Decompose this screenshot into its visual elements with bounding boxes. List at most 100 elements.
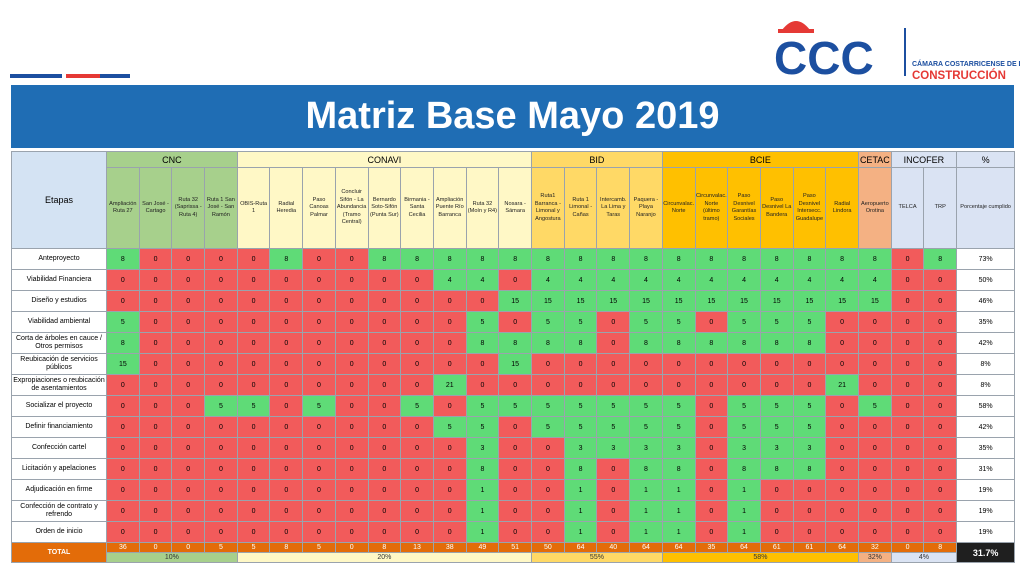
matrix-cell: 8	[367, 248, 402, 270]
matrix-cell: 5	[465, 395, 500, 417]
matrix-cell: 0	[792, 479, 827, 501]
stage-label: Corta de árboles en cauce / Otros permis…	[11, 332, 107, 354]
table-row: Anteproyecto 8 0 0 0 0 8 0 0 8 8 8 8 8 8 8 8 8 8 8 8 8 8 8 8 0 8 73…	[11, 248, 1016, 270]
matrix-cell: 0	[596, 311, 631, 333]
matrix-cell: 0	[890, 500, 925, 522]
matrix-cell: 5	[629, 416, 663, 438]
matrix-cell: 8	[269, 248, 304, 270]
row-percent: 19%	[956, 521, 1016, 543]
matrix-cell: 4	[563, 269, 598, 291]
matrix-cell: 0	[923, 458, 958, 480]
matrix-cell: 5	[792, 311, 827, 333]
matrix-cell: 0	[858, 458, 892, 480]
matrix-cell: 5	[759, 416, 794, 438]
total-cell: 8	[269, 542, 304, 553]
matrix-cell: 0	[302, 269, 336, 291]
matrix-cell: 8	[563, 332, 598, 354]
matrix-cell: 5	[661, 311, 696, 333]
total-cell: 64	[727, 542, 761, 553]
stage-label: Reubicación de servicios públicos	[11, 353, 107, 375]
matrix-cell: 0	[302, 248, 336, 270]
stage-label: Adjudicación en firme	[11, 479, 107, 501]
matrix-cell: 0	[334, 458, 369, 480]
stage-label: Diseño y estudios	[11, 290, 107, 312]
matrix-cell: 0	[694, 395, 729, 417]
matrix-cell: 5	[531, 395, 565, 417]
matrix-cell: 0	[269, 416, 304, 438]
matrix-cell: 8	[465, 458, 500, 480]
matrix-cell: 1	[727, 479, 761, 501]
matrix-cell: 8	[792, 248, 827, 270]
matrix-cell: 0	[596, 458, 631, 480]
matrix-cell: 8	[792, 332, 827, 354]
matrix-cell: 0	[923, 479, 958, 501]
matrix-cell: 0	[432, 458, 467, 480]
matrix-cell: 0	[890, 332, 925, 354]
group-header-bid: BID	[531, 151, 663, 168]
matrix-cell: 21	[825, 374, 860, 396]
matrix-cell: 8	[661, 332, 696, 354]
matrix-cell: 0	[890, 374, 925, 396]
matrix-cell: 0	[890, 437, 925, 459]
matrix-cell: 4	[432, 269, 467, 291]
matrix-cell: 0	[858, 437, 892, 459]
matrix-cell: 0	[171, 479, 206, 501]
matrix-cell: 3	[759, 437, 794, 459]
matrix-cell: 0	[498, 479, 533, 501]
project-header: Ruta 32 (Moín y R4)	[465, 167, 500, 249]
matrix-cell: 0	[923, 500, 958, 522]
matrix-cell: 0	[171, 332, 206, 354]
matrix-cell: 0	[269, 521, 304, 543]
matrix-cell: 0	[694, 458, 729, 480]
matrix-cell: 0	[367, 374, 402, 396]
matrix-cell: 8	[759, 248, 794, 270]
total-percent: 31.7%	[956, 542, 1016, 563]
ccc-logo-mark: CCC CÁMARA COSTARRICENSE DE LA CONSTRUCC…	[774, 21, 1024, 84]
matrix-cell: 0	[923, 395, 958, 417]
matrix-cell: 0	[106, 395, 140, 417]
ccc-logo: CCC CÁMARA COSTARRICENSE DE LA CONSTRUCC…	[770, 10, 1024, 84]
matrix-cell: 0	[825, 332, 860, 354]
matrix-cell: 8	[923, 248, 958, 270]
group-share-cell: 58%	[661, 552, 860, 563]
matrix-cell: 0	[694, 437, 729, 459]
matrix-cell: 0	[171, 290, 206, 312]
matrix-cell: 0	[236, 479, 271, 501]
project-header: Birmania - Santa Cecilia	[400, 167, 434, 249]
matrix-cell: 1	[661, 500, 696, 522]
matrix-cell: 0	[138, 416, 173, 438]
matrix-cell: 0	[302, 437, 336, 459]
matrix-cell: 0	[138, 269, 173, 291]
matrix-cell: 0	[432, 521, 467, 543]
matrix-cell: 0	[204, 353, 238, 375]
row-percent: 42%	[956, 416, 1016, 438]
total-cell: 61	[792, 542, 827, 553]
matrix-cell: 0	[171, 395, 206, 417]
matrix-cell: 0	[106, 290, 140, 312]
matrix-cell: 0	[204, 374, 238, 396]
matrix-cell: 0	[171, 269, 206, 291]
matrix-cell: 0	[367, 479, 402, 501]
matrix-cell: 0	[531, 521, 565, 543]
matrix-cell: 5	[531, 311, 565, 333]
stage-label: Definir financiamiento	[11, 416, 107, 438]
matrix-cell: 0	[694, 353, 729, 375]
matrix-cell: 0	[563, 353, 598, 375]
matrix-cell: 15	[759, 290, 794, 312]
matrix-cell: 0	[302, 332, 336, 354]
matrix-cell: 0	[171, 311, 206, 333]
group-header-row: Etapas CNC CONAVI BID BCIE CETAC INCOFER%	[11, 151, 1016, 249]
matrix-cell: 0	[138, 374, 173, 396]
matrix-cell: 0	[923, 521, 958, 543]
matrix-cell: 0	[106, 269, 140, 291]
matrix-cell: 0	[759, 500, 794, 522]
table-row: Viabilidad Financiera 0 0 0 0 0 0 0 0 0 0 4 4 0 4 4 4 4 4 4…	[11, 269, 1016, 291]
logo-line1: CÁMARA COSTARRICENSE DE LA	[912, 59, 1020, 68]
matrix-cell: 0	[171, 521, 206, 543]
group-header-incofer: INCOFER	[890, 151, 958, 168]
matrix-cell: 0	[858, 374, 892, 396]
etapas-header: Etapas	[11, 151, 107, 249]
matrix-cell: 0	[236, 332, 271, 354]
matrix-cell: 15	[792, 290, 827, 312]
project-matrix-table: Etapas CNC CONAVI BID BCIE CETAC INCOFER% Amp…	[11, 151, 1016, 563]
